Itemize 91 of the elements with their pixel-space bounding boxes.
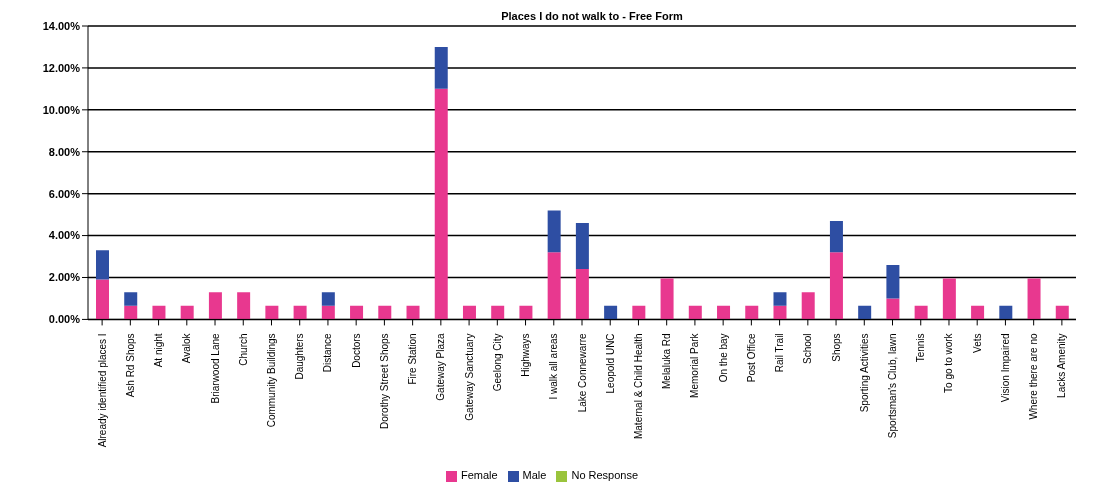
bar (321, 292, 335, 306)
bar (942, 278, 956, 320)
x-tick-label: Post Office (745, 332, 757, 383)
bar (519, 305, 533, 320)
y-tick-label: 0.00% (48, 313, 81, 326)
x-tick-label: Doctors (350, 333, 362, 368)
bar (829, 252, 843, 320)
x-tick-label: Maternal & Child Health (632, 333, 644, 440)
x-tick-label: Sporting Activities (858, 333, 870, 413)
bar (434, 88, 448, 320)
x-tick-label: Rail Trail (774, 333, 786, 373)
y-tick-label: 10.00% (42, 103, 81, 116)
bar (265, 305, 279, 320)
bar (773, 292, 787, 306)
bar (350, 305, 364, 320)
x-tick-label: Gateway Plaza (435, 332, 447, 401)
bar (293, 305, 307, 320)
bar (378, 305, 392, 320)
y-tick-label: 8.00% (48, 145, 81, 158)
bar (96, 250, 109, 280)
x-tick-label: I walk all areas (548, 333, 560, 400)
x-tick-label: Tennis (915, 333, 927, 363)
x-tick-label: Fire Station (407, 333, 419, 385)
bar (575, 269, 589, 320)
bar (801, 292, 815, 320)
x-tick-label: Daughters (294, 333, 306, 380)
bar (406, 305, 420, 320)
bar (237, 292, 251, 320)
x-tick-label: Lake Connewarre (576, 332, 588, 413)
x-tick-label: Memorial Park (689, 332, 701, 398)
chart-title: Places I do not walk to - Free Form (500, 10, 684, 22)
x-tick-label: Church (237, 333, 249, 366)
x-tick-label: Avalok (181, 332, 193, 364)
legend-label: No Response (571, 469, 639, 482)
x-tick-label: Highways (520, 333, 532, 377)
bar (886, 298, 900, 320)
bar (688, 305, 702, 320)
bar (124, 292, 138, 306)
x-tick-label: Leopold UNC (604, 333, 616, 394)
y-tick-label: 12.00% (42, 61, 81, 74)
x-tick-label: Distance (322, 332, 334, 373)
bar (829, 220, 843, 253)
bar (575, 223, 589, 270)
x-tick-label: On the bay (717, 333, 729, 383)
bar (491, 305, 505, 320)
bar (632, 305, 646, 320)
bar (1027, 278, 1041, 320)
bar (858, 305, 872, 320)
y-tick-label: 14.00% (42, 19, 81, 32)
y-tick-label: 4.00% (48, 229, 81, 242)
x-tick-label: Vision Impaired (999, 333, 1011, 403)
bar (999, 305, 1013, 320)
x-tick-label: Community Buildings (265, 333, 277, 428)
x-tick-label: School (802, 333, 814, 364)
x-tick-label: Briarwood Lane (209, 332, 221, 404)
x-tick-label: Melaluka Rd (661, 333, 673, 389)
bar (180, 305, 194, 320)
x-tick-label: Dorothy Street Shops (378, 333, 390, 430)
bar (208, 292, 222, 320)
x-tick-label: To go to work (943, 332, 955, 393)
bar (124, 305, 138, 320)
bar (971, 305, 985, 320)
bar (152, 305, 166, 320)
bar (604, 305, 618, 320)
x-tick-label: Geelong City (491, 333, 503, 392)
bar (547, 252, 561, 320)
y-tick-label: 6.00% (48, 187, 81, 200)
bar (96, 279, 109, 320)
x-tick-label: Ash Rd Shops (124, 333, 136, 398)
x-tick-label: Where there are no (1028, 332, 1040, 420)
bar (914, 305, 928, 320)
y-tick-label: 2.00% (48, 271, 81, 284)
x-tick-label: Lacks Amenity (1056, 333, 1068, 398)
bar (660, 278, 674, 320)
bar (462, 305, 476, 320)
x-tick-label: Shops (830, 333, 842, 362)
bar (434, 46, 448, 89)
bar (773, 305, 787, 320)
legend-label: Male (522, 469, 547, 482)
x-tick-label: At night (153, 333, 165, 368)
bar (886, 264, 900, 299)
bar (745, 305, 759, 320)
x-tick-label: Gateway Sanctuary (463, 333, 475, 421)
x-tick-label: Vets (971, 333, 983, 353)
bar (717, 305, 731, 320)
x-tick-label: Sportsman's Club, lawn (887, 333, 899, 439)
bar (547, 210, 561, 253)
bar (1055, 305, 1069, 320)
bar (321, 305, 335, 320)
legend-label: Female (460, 469, 498, 482)
x-tick-label: Already identified places I (96, 333, 108, 448)
